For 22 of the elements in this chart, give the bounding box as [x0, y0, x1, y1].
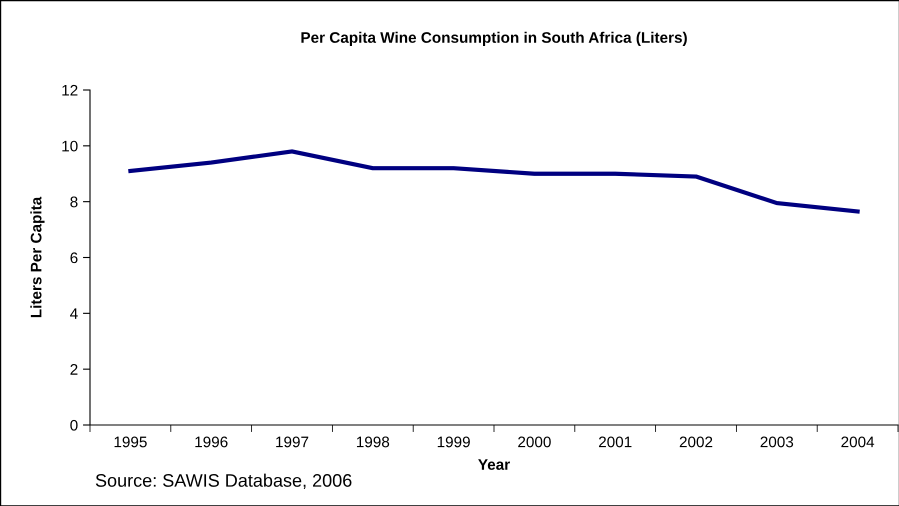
- y-tick-label: 10: [62, 140, 78, 152]
- x-axis-title: Year: [478, 459, 510, 470]
- y-tick-label: 0: [70, 420, 78, 431]
- x-tick-label: 1995: [114, 436, 147, 448]
- x-tick-label: 2001: [598, 436, 632, 448]
- x-tick-label: 1998: [356, 436, 390, 448]
- x-tick-label: 2003: [760, 436, 794, 448]
- x-tick-label: 2000: [518, 436, 551, 448]
- x-tick-label: 1999: [438, 436, 470, 448]
- y-tick-label: 6: [70, 252, 78, 264]
- y-tick-label: 8: [70, 196, 78, 208]
- chart-title: Per Capita Wine Consumption in South Africa (Liters): [301, 32, 687, 46]
- line-series: [128, 149, 860, 214]
- x-tick-label: 1997: [276, 436, 308, 448]
- x-tick-label: 2004: [841, 436, 874, 448]
- y-axis-title: Liters Per Capita: [30, 196, 45, 318]
- y-tick-label: 4: [70, 308, 78, 319]
- source-note: Source: SAWIS Database, 2006: [96, 474, 352, 489]
- x-tick-label: 1996: [195, 436, 228, 448]
- x-tick-label: 2002: [680, 436, 712, 448]
- y-tick-label: 2: [70, 364, 78, 375]
- y-tick-label: 12: [62, 84, 78, 96]
